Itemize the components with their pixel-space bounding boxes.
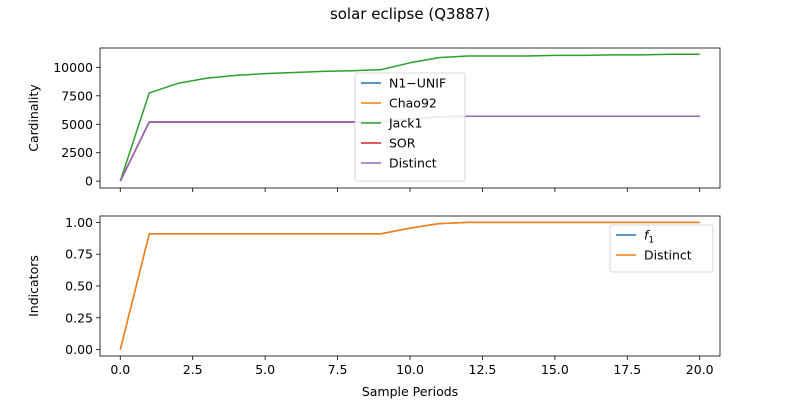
y-tick-label: 1.00 (65, 215, 93, 230)
x-tick-label: 5.0 (255, 362, 275, 377)
legend-label: SOR (389, 136, 416, 151)
legend-box (354, 72, 466, 182)
x-tick-label: 12.5 (469, 362, 497, 377)
y-tick-label: 0.75 (65, 247, 93, 262)
legend-label: N1−UNIF (389, 76, 446, 91)
series-line-distinct (119, 221, 700, 350)
x-tick-label: 17.5 (613, 362, 641, 377)
legend: N1−UNIF Chao92 Jack1 SOR Distinct (354, 72, 466, 182)
x-tick-label: 15.0 (541, 362, 569, 377)
y-tick-label: 10000 (53, 60, 93, 75)
figure-title: solar eclipse (Q3887) (330, 5, 490, 23)
y-axis-label: Indicators (26, 255, 41, 317)
series-line-jack1 (119, 53, 700, 182)
x-tick-label: 20.0 (686, 362, 714, 377)
y-axis-label: Cardinality (26, 84, 41, 152)
legend-label: Distinct (389, 156, 437, 171)
legend-box (609, 224, 714, 273)
y-tick-label: 0 (85, 174, 93, 189)
y-tick-label: 0.50 (65, 279, 93, 294)
y-tick-label: 0.00 (65, 342, 93, 357)
legend-label: f1 (644, 228, 654, 246)
y-tick-label: 0.25 (65, 310, 93, 325)
y-tick-label: 5000 (61, 117, 93, 132)
legend-label: Jack1 (388, 116, 422, 131)
y-tick-label: 2500 (61, 145, 93, 160)
x-tick-label: 0.0 (110, 362, 130, 377)
x-axis-label: Sample Periods (362, 384, 458, 399)
legend-label: Distinct (644, 248, 692, 263)
y-tick-label: 7500 (61, 88, 93, 103)
legend-label: Chao92 (389, 96, 437, 111)
x-tick-label: 7.5 (328, 362, 348, 377)
legend: f1 Distinct (609, 224, 714, 273)
x-tick-label: 2.5 (183, 362, 203, 377)
cardinality-panel: 0 2500 5000 7500 10000 Cardinality N1−UNIF Chao… (26, 47, 721, 192)
x-tick-label: 10.0 (396, 362, 424, 377)
indicators-panel: 0.0 2.5 5.0 7.5 10.0 12.5 15.0 17.5 20.0 0.00 0.25… (26, 215, 721, 399)
